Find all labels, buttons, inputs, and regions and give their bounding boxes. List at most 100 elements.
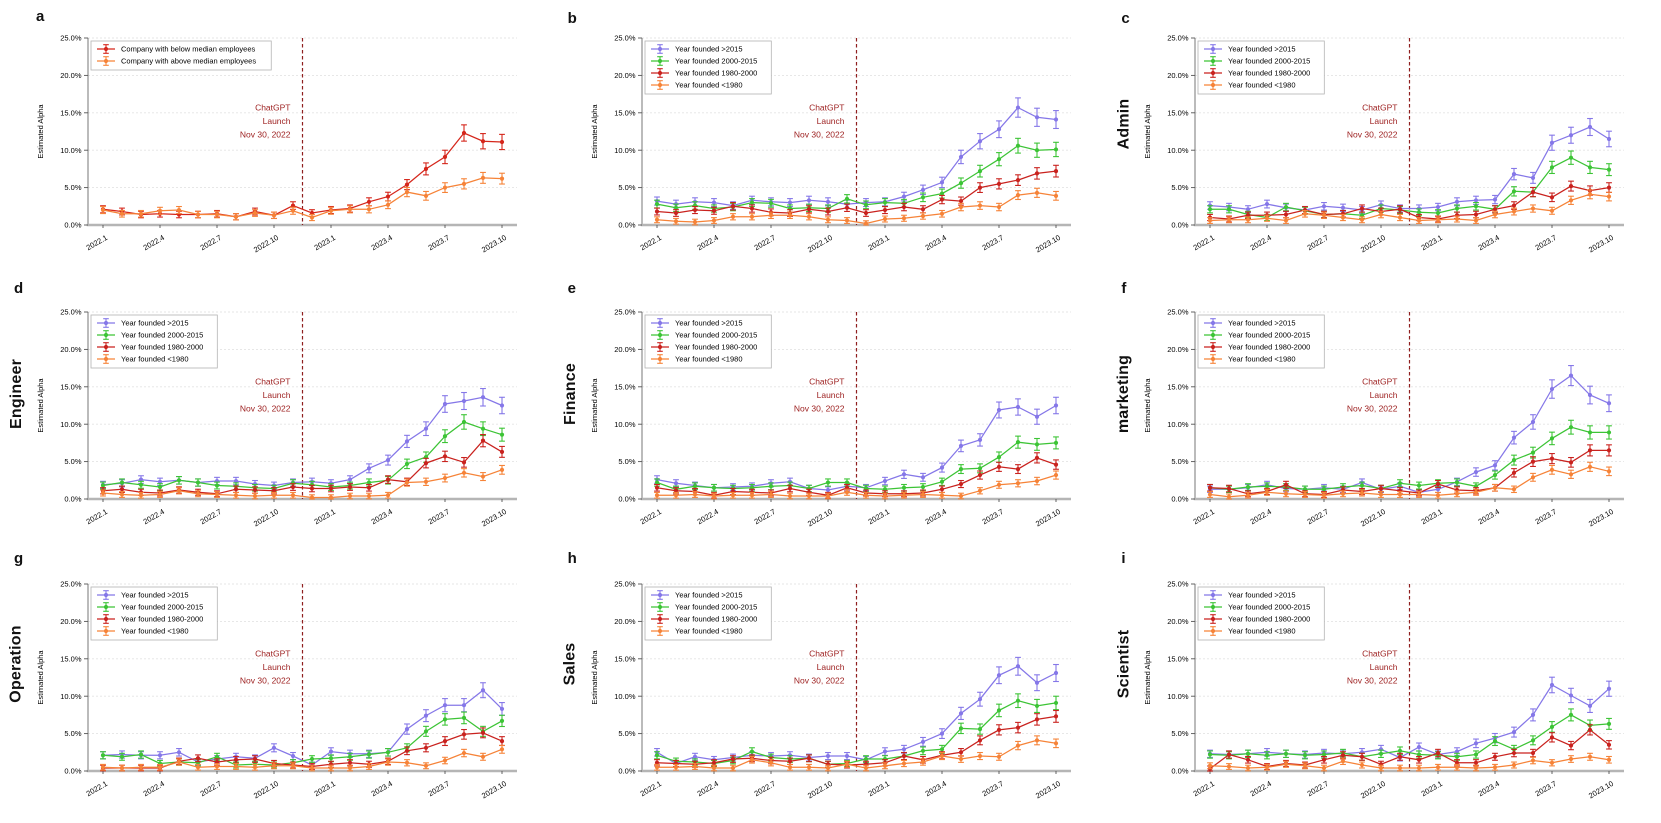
svg-text:2022.1: 2022.1 <box>638 233 662 252</box>
svg-text:15.0%: 15.0% <box>1168 382 1190 391</box>
svg-text:5.0%: 5.0% <box>1172 729 1189 738</box>
row-label: Finance <box>561 363 579 425</box>
svg-text:2023.1: 2023.1 <box>313 779 337 798</box>
svg-text:Launch: Launch <box>263 662 291 672</box>
svg-text:ChatGPT: ChatGPT <box>255 649 290 659</box>
svg-text:0.0%: 0.0% <box>64 221 81 230</box>
svg-text:Launch: Launch <box>1370 390 1398 400</box>
svg-text:2022.1: 2022.1 <box>1192 779 1216 798</box>
svg-text:Launch: Launch <box>816 662 844 672</box>
row-label: Operation <box>8 625 25 703</box>
svg-text:2023.10: 2023.10 <box>1587 779 1615 800</box>
svg-text:2022.4: 2022.4 <box>142 233 166 252</box>
svg-text:0.0%: 0.0% <box>618 767 635 776</box>
svg-text:Year founded 1980-2000: Year founded 1980-2000 <box>1228 615 1310 624</box>
svg-text:Nov 30, 2022: Nov 30, 2022 <box>1347 129 1398 139</box>
svg-text:2022.7: 2022.7 <box>199 233 223 252</box>
svg-text:2023.4: 2023.4 <box>1477 507 1501 526</box>
svg-text:15.0%: 15.0% <box>1168 654 1190 663</box>
line-chart: 0.0% 5.0% 10.0% 15.0% 20.0% 25.0% 2022.1 2022.4… <box>36 580 517 800</box>
row-label: Scientist <box>1115 629 1133 699</box>
svg-text:2022.4: 2022.4 <box>1249 507 1273 526</box>
svg-text:15.0%: 15.0% <box>1168 108 1190 117</box>
svg-text:2023.10: 2023.10 <box>480 507 508 528</box>
svg-text:Year founded >2015: Year founded >2015 <box>1228 45 1296 54</box>
svg-text:Estimated Alpha: Estimated Alpha <box>590 650 599 705</box>
svg-text:2023.4: 2023.4 <box>370 779 394 798</box>
svg-text:Nov 30, 2022: Nov 30, 2022 <box>794 129 845 139</box>
svg-text:10.0%: 10.0% <box>614 692 636 701</box>
panel-e: e Finance 0.0% 5.0% 10.0% 15.0% 20.0% 25.0% 20… <box>554 270 1108 540</box>
svg-text:Year founded 1980-2000: Year founded 1980-2000 <box>121 343 203 352</box>
svg-text:Year founded 1980-2000: Year founded 1980-2000 <box>675 615 757 624</box>
panel-letter: c <box>1121 10 1130 27</box>
svg-text:0.0%: 0.0% <box>618 495 635 504</box>
svg-text:Estimated Alpha: Estimated Alpha <box>1143 104 1152 159</box>
svg-text:Estimated Alpha: Estimated Alpha <box>36 650 45 705</box>
line-chart: 0.0% 5.0% 10.0% 15.0% 20.0% 25.0% 2022.1 2022.4… <box>36 308 517 528</box>
svg-text:15.0%: 15.0% <box>614 654 636 663</box>
panel-g: g Operation 0.0% 5.0% 10.0% 15.0% 20.0% 25.0%… <box>0 540 554 823</box>
svg-text:2023.4: 2023.4 <box>370 233 394 252</box>
panel-letter: e <box>567 280 576 297</box>
svg-text:2022.7: 2022.7 <box>752 779 776 798</box>
svg-text:Year founded 2000-2015: Year founded 2000-2015 <box>121 603 203 612</box>
svg-text:15.0%: 15.0% <box>60 654 82 663</box>
svg-text:Year founded 2000-2015: Year founded 2000-2015 <box>1228 603 1310 612</box>
line-chart: 0.0% 5.0% 10.0% 15.0% 20.0% 25.0% 2022.1 2022.4… <box>1143 34 1625 254</box>
svg-text:ChatGPT: ChatGPT <box>1362 103 1397 113</box>
panel-letter: f <box>1121 280 1127 297</box>
svg-text:20.0%: 20.0% <box>60 617 82 626</box>
svg-text:Year founded 1980-2000: Year founded 1980-2000 <box>675 343 757 352</box>
svg-text:Estimated Alpha: Estimated Alpha <box>590 104 599 159</box>
svg-text:2023.1: 2023.1 <box>866 233 890 252</box>
row-label <box>556 24 586 224</box>
svg-text:10.0%: 10.0% <box>60 146 82 155</box>
svg-text:0.0%: 0.0% <box>1172 767 1189 776</box>
svg-text:2022.1: 2022.1 <box>638 507 662 526</box>
svg-text:2022.7: 2022.7 <box>199 507 223 526</box>
svg-text:10.0%: 10.0% <box>1168 692 1190 701</box>
svg-text:Year founded >2015: Year founded >2015 <box>121 319 189 328</box>
line-chart: 0.0% 5.0% 10.0% 15.0% 20.0% 25.0% 2022.1 2022.4… <box>590 308 1071 528</box>
svg-text:Year founded >2015: Year founded >2015 <box>675 591 743 600</box>
svg-text:2023.10: 2023.10 <box>1587 233 1615 254</box>
svg-text:10.0%: 10.0% <box>614 420 636 429</box>
svg-text:5.0%: 5.0% <box>64 183 81 192</box>
svg-text:Estimated Alpha: Estimated Alpha <box>590 378 599 433</box>
svg-text:5.0%: 5.0% <box>64 729 81 738</box>
svg-text:2023.1: 2023.1 <box>313 507 337 526</box>
svg-text:Year founded 1980-2000: Year founded 1980-2000 <box>675 69 757 78</box>
svg-text:25.0%: 25.0% <box>614 308 636 317</box>
svg-text:Estimated Alpha: Estimated Alpha <box>36 378 45 433</box>
svg-text:15.0%: 15.0% <box>60 382 82 391</box>
panel-a: a 0.0% 5.0% 10.0% 15.0% 20.0% 25.0% 2022.1 2022… <box>0 0 554 270</box>
svg-text:Year founded >2015: Year founded >2015 <box>121 591 189 600</box>
panel-b: b 0.0% 5.0% 10.0% 15.0% 20.0% 25.0% 2022.1 2022… <box>554 0 1108 270</box>
svg-text:15.0%: 15.0% <box>614 108 636 117</box>
svg-text:2022.10: 2022.10 <box>1359 779 1387 800</box>
svg-text:2022.10: 2022.10 <box>1359 233 1387 254</box>
svg-text:2022.1: 2022.1 <box>638 779 662 798</box>
svg-text:Nov 30, 2022: Nov 30, 2022 <box>794 403 845 413</box>
svg-text:2023.7: 2023.7 <box>1534 779 1558 798</box>
svg-text:Launch: Launch <box>1370 662 1398 672</box>
svg-text:2023.1: 2023.1 <box>1420 507 1444 526</box>
svg-text:2022.10: 2022.10 <box>806 779 834 800</box>
svg-text:Year founded >2015: Year founded >2015 <box>1228 319 1296 328</box>
svg-text:Launch: Launch <box>816 116 844 126</box>
svg-text:20.0%: 20.0% <box>614 617 636 626</box>
svg-text:2023.4: 2023.4 <box>1477 233 1501 252</box>
svg-text:2023.7: 2023.7 <box>427 507 451 526</box>
svg-text:Year founded >2015: Year founded >2015 <box>675 45 743 54</box>
svg-text:25.0%: 25.0% <box>614 580 636 589</box>
svg-text:2022.4: 2022.4 <box>695 507 719 526</box>
panel-letter: g <box>14 550 24 567</box>
svg-text:2023.4: 2023.4 <box>923 779 947 798</box>
svg-text:2023.7: 2023.7 <box>427 233 451 252</box>
svg-text:Launch: Launch <box>816 390 844 400</box>
svg-text:Year founded <1980: Year founded <1980 <box>121 355 189 364</box>
svg-text:ChatGPT: ChatGPT <box>809 649 844 659</box>
svg-text:2023.4: 2023.4 <box>923 233 947 252</box>
